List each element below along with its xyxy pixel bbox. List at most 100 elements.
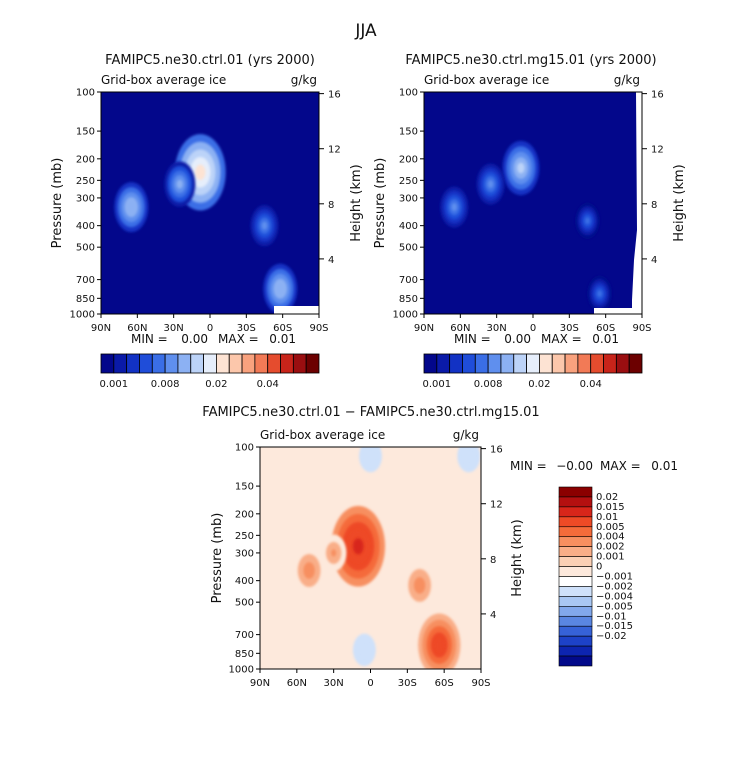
x-tick-label: 0 [530,323,536,334]
colorbar-swatch [449,353,463,374]
colorbar-swatch [558,596,593,607]
colorbar-swatch [292,353,307,374]
colorbar-swatch [558,625,593,637]
colorbar-swatch [487,353,502,374]
colorbar-swatch [462,353,476,374]
y-tick-label: 1000 [229,665,254,676]
colorbar: 0.020.0150.010.0050.0040.0020.0010−0.001… [558,486,633,667]
y-tick-label: 500 [399,243,418,254]
colorbar-swatch [513,353,527,374]
contour-band [487,180,494,189]
max-value: 0.01 [592,332,619,346]
height-axis-label: Height (km) [349,164,364,241]
colorbar-label: 0.001 [423,379,452,390]
colorbar-label: 0.02 [205,379,227,390]
x-tick-label: 60N [450,323,470,334]
missing-data-mask [274,306,319,314]
height-tick-label: 4 [490,610,496,621]
y-tick-label: 200 [399,154,418,165]
y-tick-label: 200 [76,154,95,165]
contour-band [466,452,472,460]
x-tick-label: 90S [471,678,490,689]
colorbar-swatch [500,353,515,374]
y-axis-ticks: 100 150 200 250 300 400 500 700 850 1000 [70,88,101,321]
colorbar-label: 0.001 [596,552,625,563]
colorbar-swatch [558,645,593,657]
colorbar-swatch [177,353,192,374]
max-label: MAX = [600,459,641,473]
colorbar-swatch [267,353,281,374]
units-label: g/kg [291,73,317,87]
colorbar-label: 0.015 [596,502,625,513]
y-tick-label: 150 [76,127,95,138]
units-label: g/kg [614,73,640,87]
height-axis-label: Height (km) [672,164,687,241]
y-tick-label: 400 [399,221,418,232]
contour-band [362,646,367,654]
colorbar-swatch [558,486,593,498]
y-tick-label: 100 [235,443,254,454]
height-axis-ticks: 16 12 8 4 [642,90,664,266]
min-value: 0.00 [181,332,208,346]
colorbar-swatch [590,353,604,374]
height-tick-label: 4 [651,255,657,266]
y-tick-label: 500 [76,243,95,254]
contour-band [368,452,373,460]
colorbar-swatch [164,353,179,374]
height-tick-label: 8 [490,555,496,566]
x-tick-label: 90N [414,323,434,334]
y-tick-label: 250 [399,176,418,187]
colorbar-swatch [558,546,593,557]
height-tick-label: 8 [328,200,334,211]
height-tick-label: 4 [328,255,334,266]
y-tick-label: 100 [399,88,418,99]
colorbar-swatch [151,353,166,374]
contour-band [451,202,458,212]
height-tick-label: 16 [651,90,664,101]
colorbar-swatch [551,353,566,374]
colorbar-label: 0 [596,562,602,573]
panel-title: FAMIPC5.ne30.ctrl.mg15.01 (yrs 2000) [405,53,656,68]
y-tick-label: 100 [76,88,95,99]
x-tick-label: 60S [435,678,454,689]
x-tick-label: 60N [287,678,307,689]
contour-band [331,549,337,557]
colorbar-label: −0.02 [596,631,627,642]
contour-band [435,638,444,652]
colorbar-swatch [577,353,592,374]
y-tick-label: 1000 [70,310,95,321]
y-axis-label: Pressure (mb) [373,158,388,249]
y-tick-label: 300 [76,193,95,204]
height-tick-label: 12 [651,145,664,156]
colorbar-swatch [436,353,451,374]
colorbar-swatch [628,353,643,374]
colorbar-label: 0.005 [596,522,625,533]
colorbar-swatch [558,506,593,518]
height-tick-label: 12 [490,500,503,511]
x-axis-ticks: 90N 60N 30N 0 30S 60S 90S [91,314,329,334]
colorbar-label: 0.02 [528,379,550,390]
colorbar-label: −0.015 [596,621,633,632]
y-tick-label: 500 [235,598,254,609]
min-label: MIN = [131,332,168,346]
contour-band [517,162,525,174]
colorbar-label: 0.04 [257,379,279,390]
colorbar-label: 0.008 [151,379,180,390]
contour-band [584,217,591,225]
panel-subtitle: Grid-box average ice [424,73,549,87]
colorbar-swatch [139,353,153,374]
x-tick-label: 0 [367,678,373,689]
colorbar-swatch [526,353,540,374]
colorbar-swatch [190,353,204,374]
max-value: 0.01 [269,332,296,346]
height-axis-ticks: 16 12 8 4 [481,445,503,621]
x-tick-label: 30N [164,323,184,334]
y-tick-label: 150 [235,482,254,493]
colorbar-label: 0.002 [596,542,625,553]
colorbar-swatch [558,526,593,538]
x-axis-ticks: 90N 60N 30N 0 30S 60S 90S [414,314,652,334]
colorbar-label: 0.004 [596,532,625,543]
y-tick-label: 850 [235,649,254,660]
y-tick-label: 700 [235,630,254,641]
page-title: JJA [354,21,377,41]
